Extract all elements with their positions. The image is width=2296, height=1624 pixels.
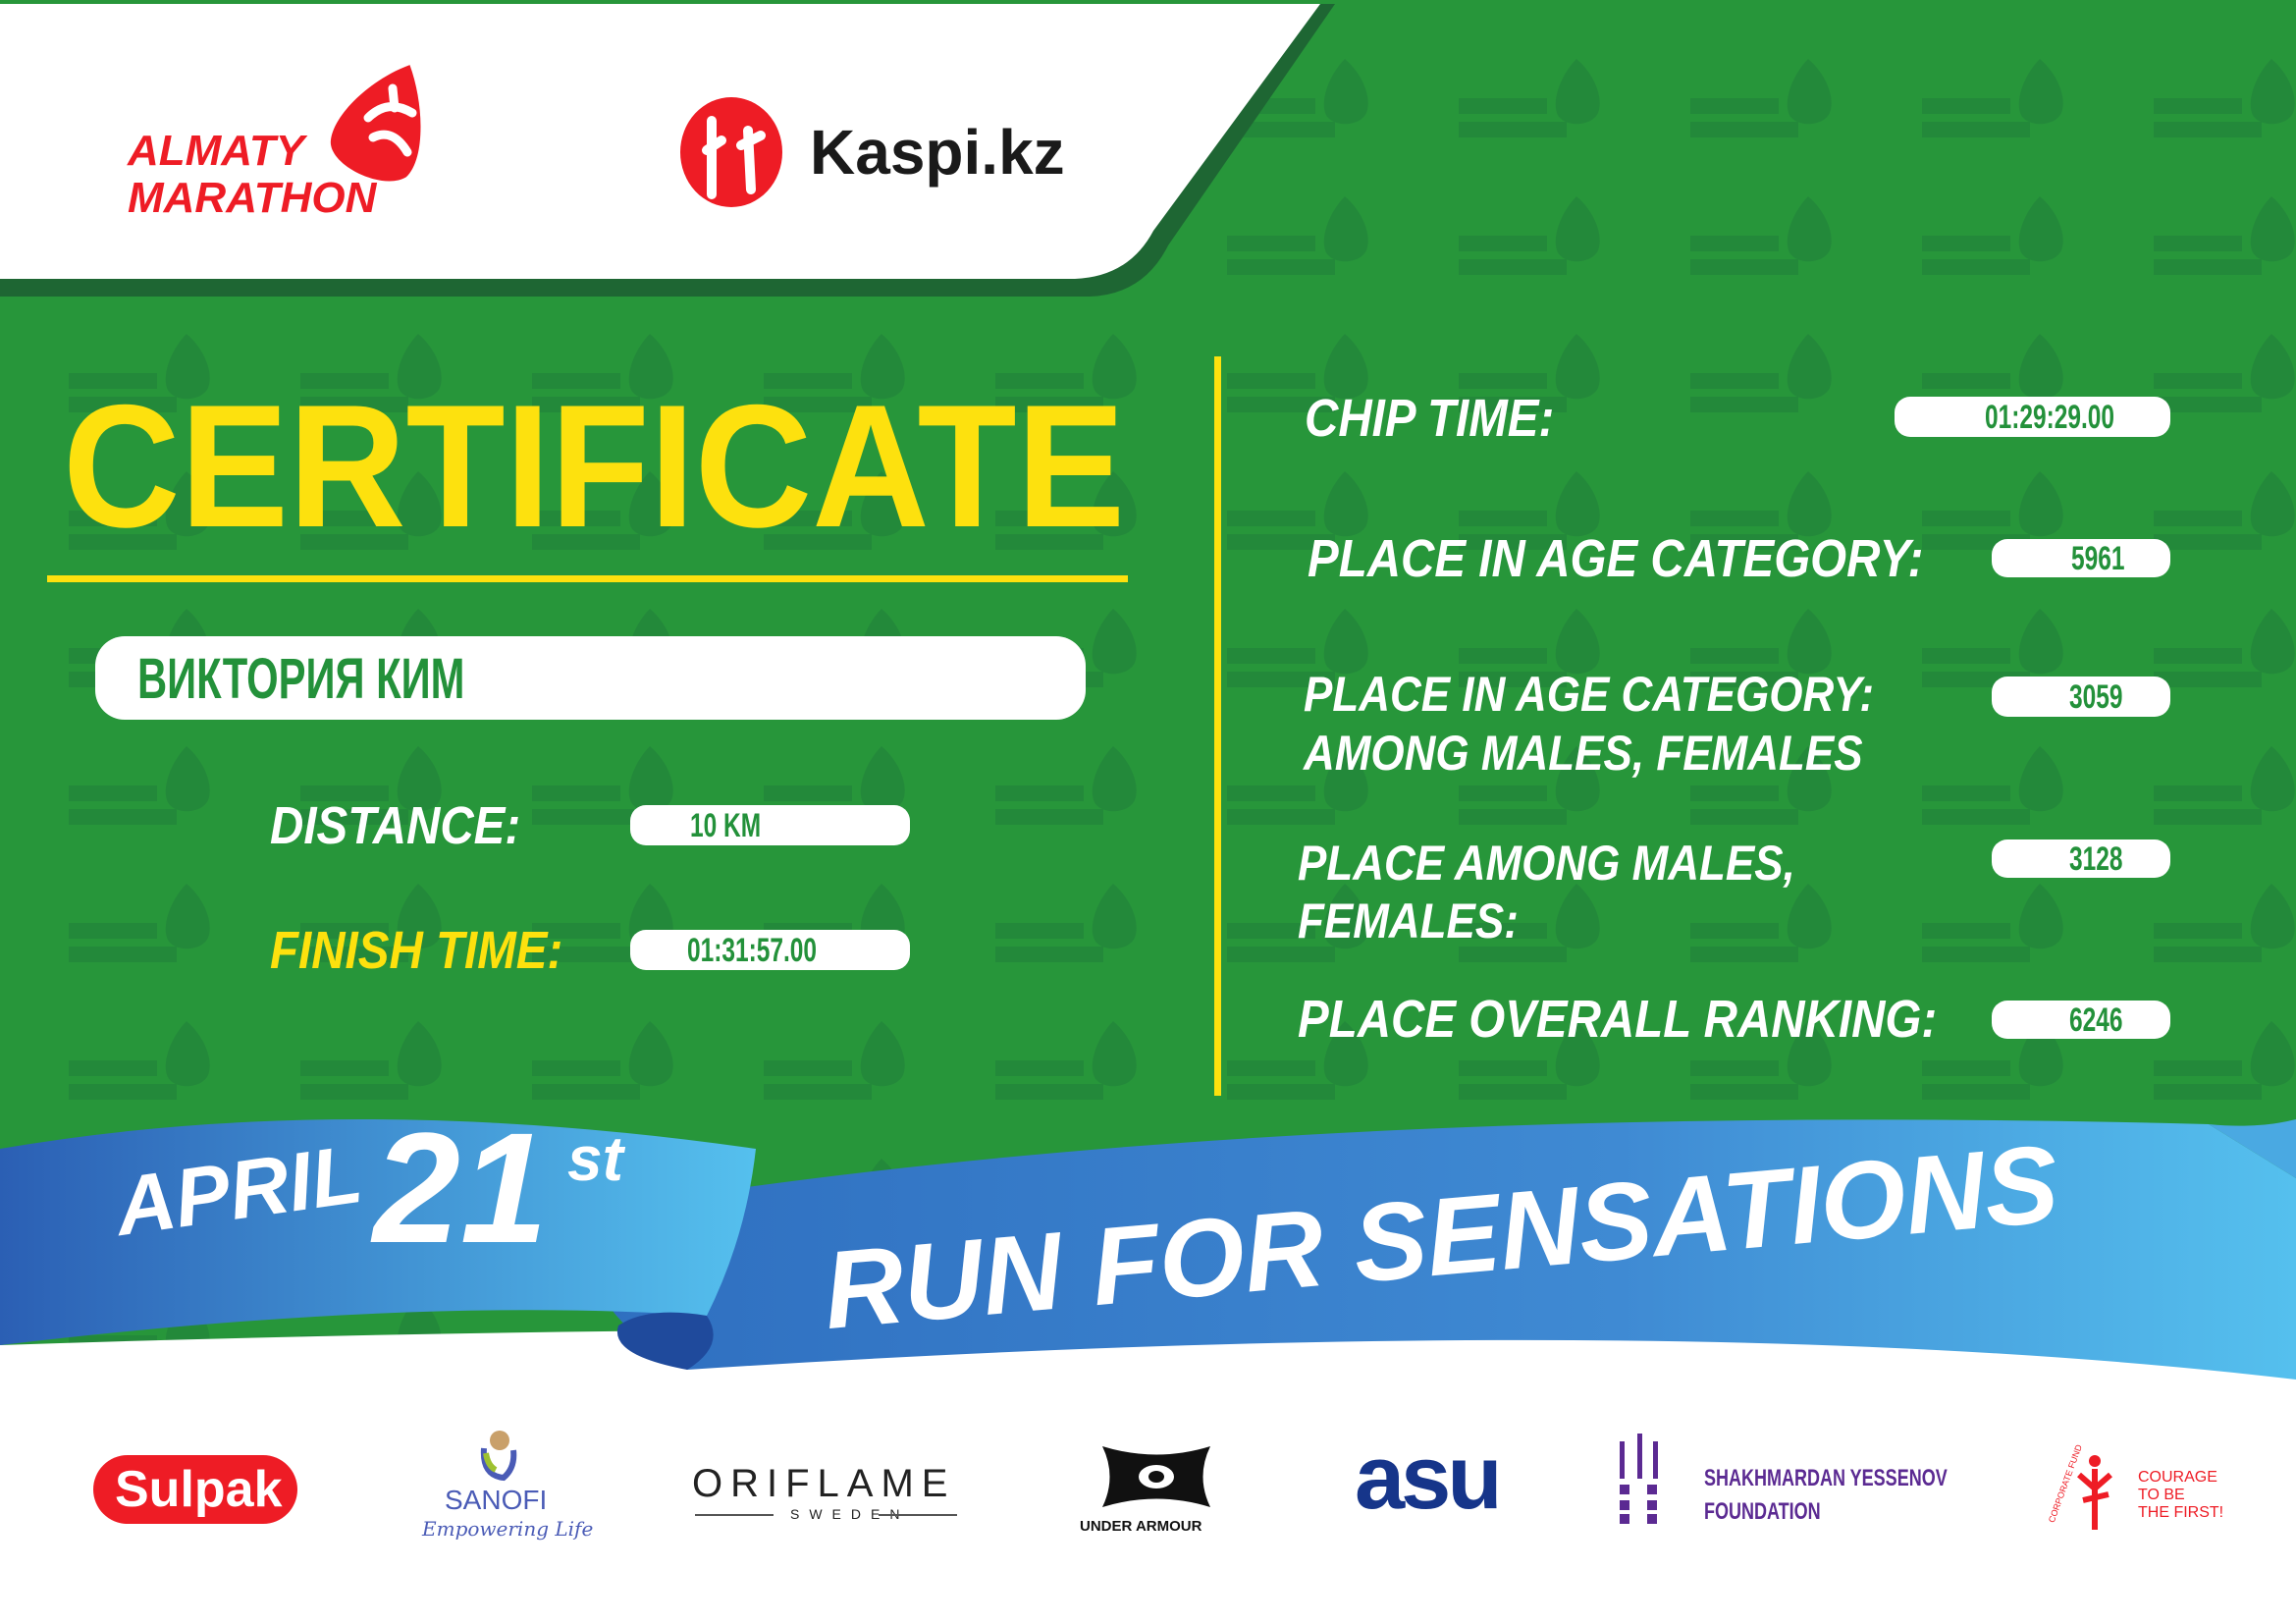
under-armour-icon — [1102, 1446, 1210, 1507]
sanofi-bird-icon — [480, 1431, 517, 1482]
sponsor-courage-fund: CORPORATE FUND COURAGE TO BE THE FIRST! — [2047, 1441, 2223, 1540]
finish-time-label: FINISH TIME: — [270, 921, 563, 980]
runner-name: ВИКТОРИЯ КИМ — [137, 647, 465, 711]
yessenov-line2: FOUNDATION — [1704, 1498, 1821, 1525]
almaty-logo-line1: ALMATY — [128, 127, 305, 175]
kaspi-logo-text: Kaspi.kz — [810, 117, 1065, 188]
oriflame-logo-text: ORIFLAME — [692, 1462, 956, 1505]
courage-line2: TO BE — [2138, 1487, 2185, 1503]
sponsor-oriflame: ORIFLAME SWEDEN — [692, 1463, 957, 1522]
age-category-gender-label-line2: AMONG MALES, FEMALES — [1304, 726, 1863, 781]
date-day: 21 — [373, 1100, 548, 1275]
almaty-marathon-logo: ALMATY MARATHON — [128, 59, 461, 236]
almaty-logo-line2: MARATHON — [128, 174, 377, 222]
age-category-gender-label-line1: PLACE IN AGE CATEGORY: — [1304, 667, 1875, 722]
runner-drop-icon — [330, 65, 421, 182]
kaspi-figures-icon — [680, 97, 782, 207]
runner-name-field — [95, 636, 1086, 720]
date-ribbon — [0, 1119, 756, 1345]
gender-place-label-line2: FEMALES: — [1298, 893, 1519, 948]
courage-line1: COURAGE — [2138, 1469, 2217, 1486]
slogan-ribbon — [609, 1119, 2296, 1380]
under-armour-text: UNDER ARMOUR — [1080, 1518, 1202, 1535]
sanofi-tagline: Empowering Life — [422, 1517, 594, 1541]
oriflame-subtext: SWEDEN — [790, 1506, 910, 1522]
yessenov-line1: SHAKHMARDAN YESSENOV — [1704, 1465, 1948, 1491]
courage-line3: THE FIRST! — [2138, 1504, 2224, 1521]
finish-time-value: 01:31:57.00 — [687, 932, 818, 969]
age-category-gender-value: 3059 — [2069, 678, 2123, 716]
age-category-field — [1992, 539, 2170, 577]
distance-value: 10 KM — [690, 807, 762, 844]
finish-time-field — [630, 930, 910, 970]
sponsor-sulpak: Sulpak — [93, 1455, 297, 1524]
sponsor-yessenov-foundation: SHAKHMARDAN YESSENOV FOUNDATION — [1618, 1434, 1951, 1532]
age-category-value: 5961 — [2071, 540, 2125, 577]
sponsor-under-armour: UNDER ARMOUR — [1075, 1441, 1242, 1540]
vertical-divider — [1214, 356, 1221, 1096]
certificate-title: CERTIFICATE — [63, 368, 1126, 564]
age-category-gender-field — [1992, 677, 2170, 717]
sponsor-asu: asu — [1355, 1428, 1503, 1528]
header-white-panel — [0, 4, 1320, 279]
title-underline — [47, 575, 1128, 582]
chip-time-field — [1895, 397, 2170, 437]
chip-time-value: 01:29:29.00 — [1985, 399, 2115, 436]
sponsor-sanofi: SANOFI Empowering Life — [417, 1429, 593, 1546]
courage-runner-icon — [2077, 1455, 2112, 1530]
distance-label: DISTANCE: — [270, 796, 521, 855]
gender-place-field — [1992, 839, 2170, 878]
overall-ranking-label: PLACE OVERALL RANKING: — [1298, 990, 1938, 1049]
yessenov-bars-icon — [1620, 1434, 1658, 1524]
chip-time-label: CHIP TIME: — [1305, 389, 1555, 448]
kaspi-logo: Kaspi.kz — [677, 96, 1070, 209]
sanofi-logo-text: SANOFI — [445, 1485, 548, 1515]
gender-place-value: 3128 — [2069, 840, 2123, 878]
overall-ranking-field — [1992, 1001, 2170, 1039]
age-category-label: PLACE IN AGE CATEGORY: — [1308, 529, 1924, 588]
date-suffix: st — [567, 1123, 623, 1194]
distance-field — [630, 805, 910, 845]
overall-ranking-value: 6246 — [2069, 1001, 2123, 1039]
gender-place-label-line1: PLACE AMONG MALES, — [1298, 836, 1795, 891]
sulpak-logo-text: Sulpak — [115, 1461, 283, 1518]
